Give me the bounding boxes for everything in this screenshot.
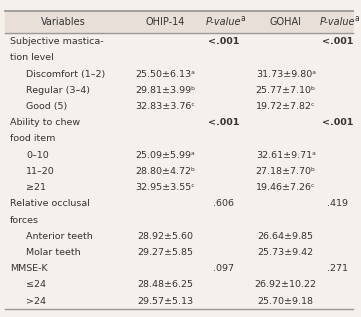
Text: OHIP-14: OHIP-14	[145, 17, 184, 27]
Text: 26.92±10.22: 26.92±10.22	[255, 281, 317, 289]
Bar	[5, 11, 353, 33]
Text: 28.80±4.72ᵇ: 28.80±4.72ᵇ	[135, 167, 195, 176]
Text: Good (5): Good (5)	[26, 102, 68, 111]
Text: .419: .419	[327, 199, 348, 208]
Text: forces: forces	[10, 216, 39, 224]
Text: 25.73±9.42: 25.73±9.42	[258, 248, 314, 257]
Text: 0–10: 0–10	[26, 151, 49, 160]
Text: .606: .606	[213, 199, 234, 208]
Text: ≤24: ≤24	[26, 281, 46, 289]
Text: <.001: <.001	[322, 37, 353, 46]
Text: GOHAI: GOHAI	[270, 17, 302, 27]
Text: 11–20: 11–20	[26, 167, 55, 176]
Text: 32.95±3.55ᶜ: 32.95±3.55ᶜ	[135, 183, 195, 192]
Text: 29.27±5.85: 29.27±5.85	[137, 248, 193, 257]
Text: 27.18±7.70ᵇ: 27.18±7.70ᵇ	[256, 167, 316, 176]
Text: Ability to chew: Ability to chew	[10, 118, 81, 127]
Text: a: a	[355, 14, 359, 23]
Text: Anterior teeth: Anterior teeth	[26, 232, 93, 241]
Text: P-value: P-value	[319, 17, 355, 27]
Text: MMSE-K: MMSE-K	[10, 264, 48, 273]
Text: 28.92±5.60: 28.92±5.60	[137, 232, 193, 241]
Text: Relative occlusal: Relative occlusal	[10, 199, 90, 208]
Text: 31.73±9.80ᵃ: 31.73±9.80ᵃ	[256, 69, 316, 79]
Text: 19.46±7.26ᶜ: 19.46±7.26ᶜ	[256, 183, 316, 192]
Text: 29.57±5.13: 29.57±5.13	[137, 297, 193, 306]
Text: Subjective mastica-: Subjective mastica-	[10, 37, 104, 46]
Text: .097: .097	[213, 264, 234, 273]
Text: a: a	[240, 14, 245, 23]
Text: 25.50±6.13ᵃ: 25.50±6.13ᵃ	[135, 69, 195, 79]
Text: >24: >24	[26, 297, 46, 306]
Text: 29.81±3.99ᵇ: 29.81±3.99ᵇ	[135, 86, 195, 95]
Text: 32.83±3.76ᶜ: 32.83±3.76ᶜ	[135, 102, 195, 111]
Text: <.001: <.001	[208, 118, 239, 127]
Text: <.001: <.001	[208, 37, 239, 46]
Text: P-value: P-value	[206, 17, 241, 27]
Text: 25.77±7.10ᵇ: 25.77±7.10ᵇ	[256, 86, 316, 95]
Text: 28.48±6.25: 28.48±6.25	[137, 281, 193, 289]
Text: 19.72±7.82ᶜ: 19.72±7.82ᶜ	[256, 102, 316, 111]
Text: ≥21: ≥21	[26, 183, 46, 192]
Text: Variables: Variables	[41, 17, 86, 27]
Text: tion level: tion level	[10, 53, 54, 62]
Text: <.001: <.001	[322, 118, 353, 127]
Text: 32.61±9.71ᵃ: 32.61±9.71ᵃ	[256, 151, 316, 160]
Text: 26.64±9.85: 26.64±9.85	[258, 232, 314, 241]
Text: Molar teeth: Molar teeth	[26, 248, 81, 257]
Text: 25.09±5.99ᵃ: 25.09±5.99ᵃ	[135, 151, 195, 160]
Text: .271: .271	[327, 264, 348, 273]
Text: food item: food item	[10, 134, 56, 143]
Text: Discomfort (1–2): Discomfort (1–2)	[26, 69, 105, 79]
Text: Regular (3–4): Regular (3–4)	[26, 86, 90, 95]
Text: 25.70±9.18: 25.70±9.18	[258, 297, 314, 306]
